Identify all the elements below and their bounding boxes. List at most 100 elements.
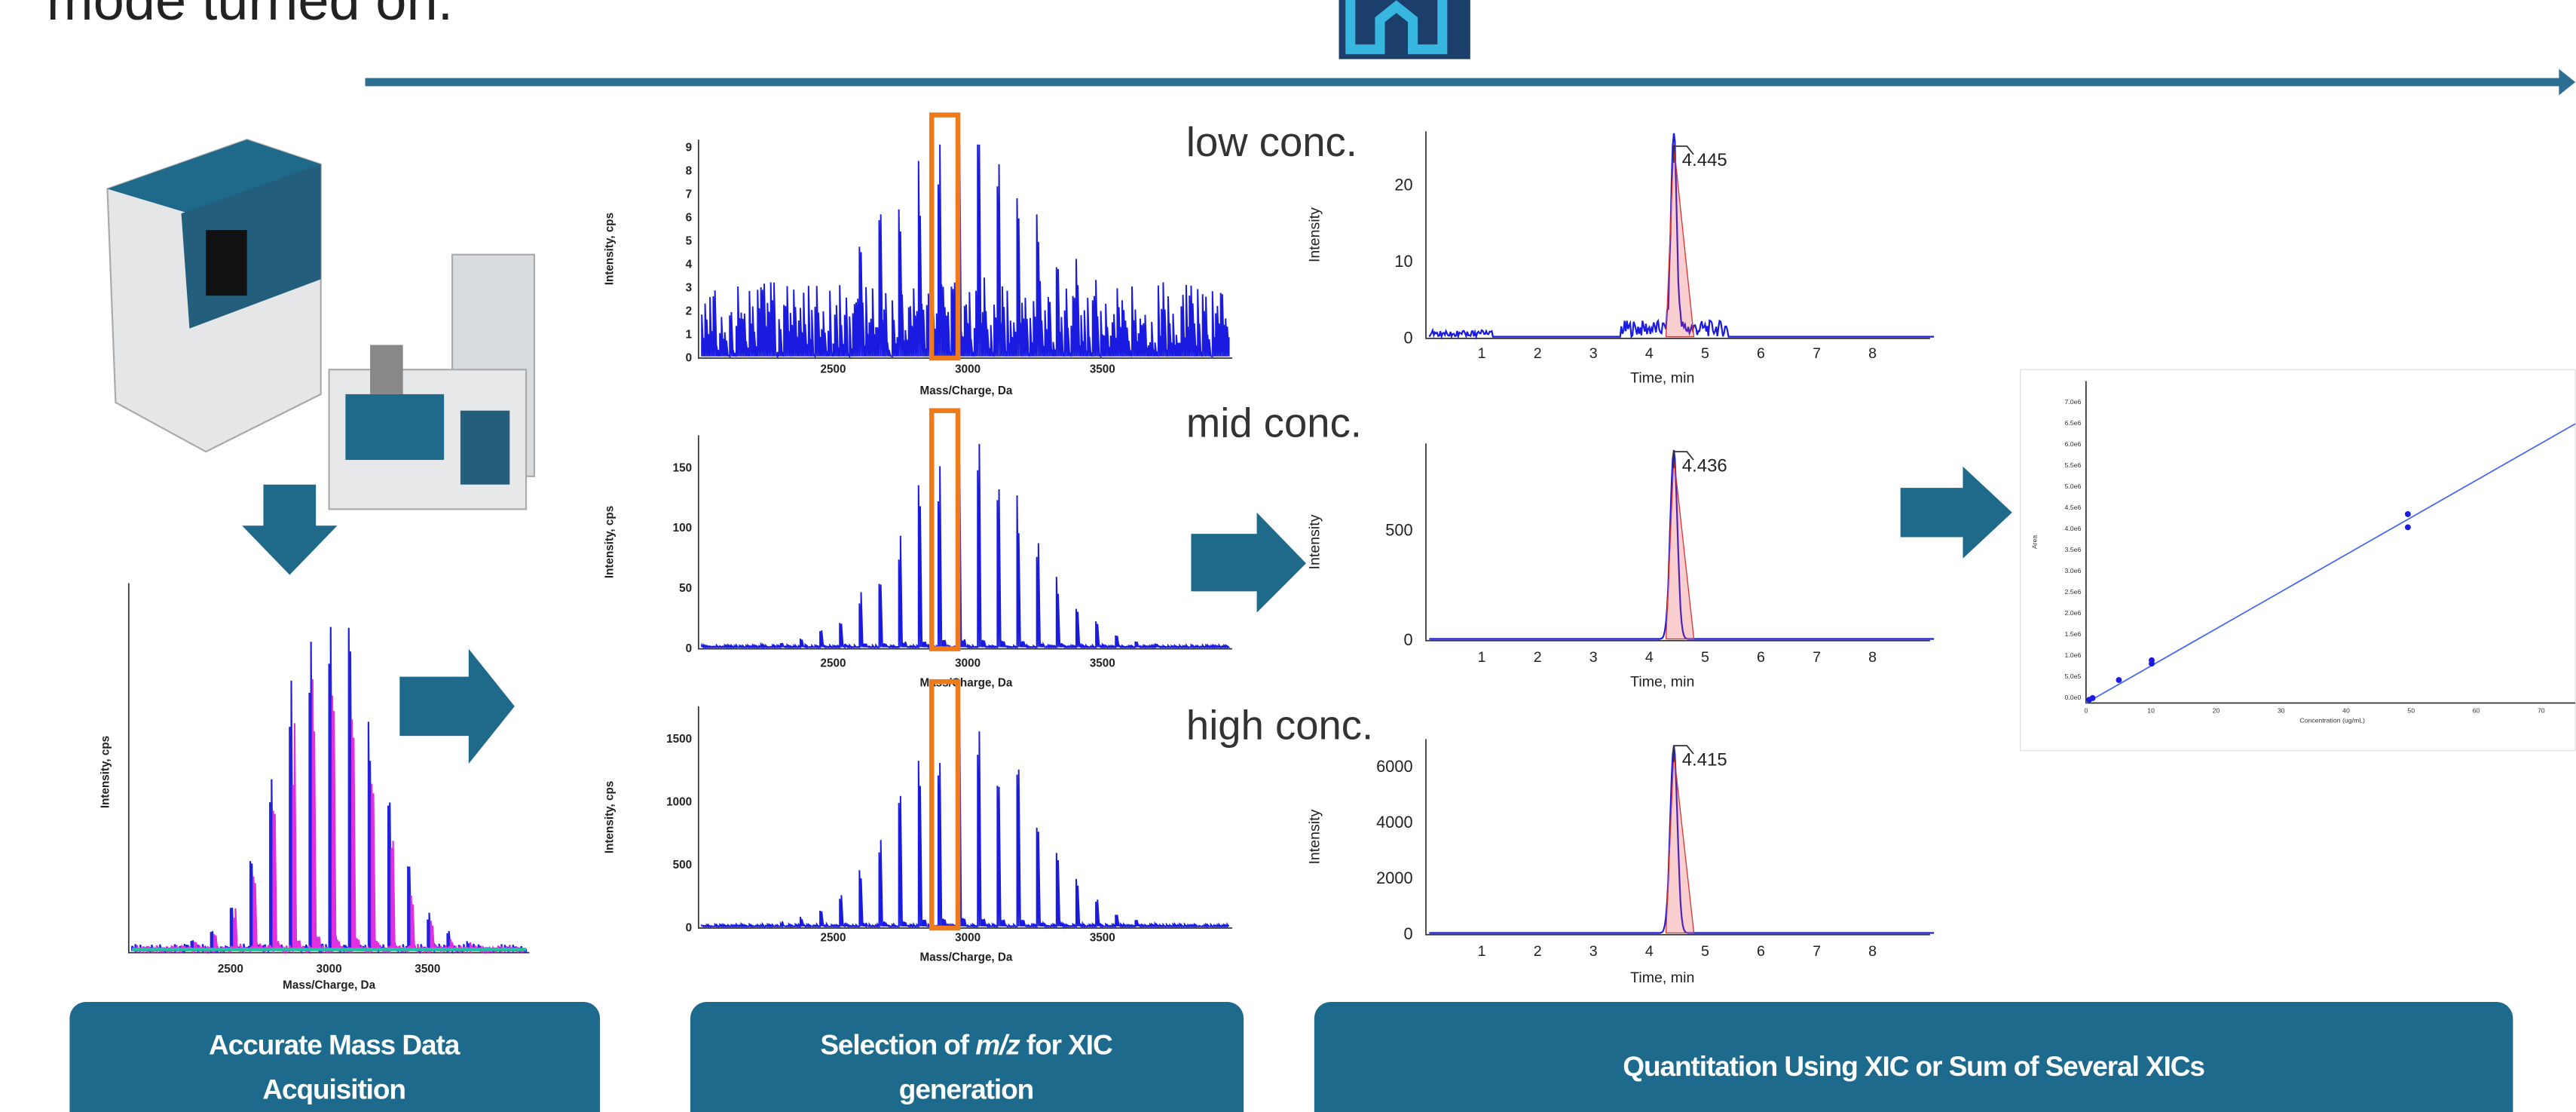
y-axis-label: Intensity bbox=[1306, 809, 1323, 864]
spectrum-trace bbox=[701, 711, 1230, 930]
y-tick-label: 0 bbox=[1403, 630, 1412, 649]
x-axis-label: Time, min bbox=[1630, 674, 1694, 691]
concentration-label: low conc. bbox=[1186, 119, 1357, 165]
y-tick-label: 5.0e5 bbox=[2065, 672, 2082, 680]
logo bbox=[1338, 0, 1470, 60]
x-axis-label: Time, min bbox=[1630, 970, 1694, 986]
x-tick-label: 4 bbox=[1645, 943, 1654, 960]
x-tick-label: 4 bbox=[1645, 649, 1654, 666]
y-tick-label: 50 bbox=[679, 582, 692, 595]
y-tick-label: 2.5e6 bbox=[2065, 588, 2082, 596]
y-axis-label: Intensity, cps bbox=[604, 213, 616, 285]
axis bbox=[697, 435, 1232, 650]
y-tick-label: 3.5e6 bbox=[2065, 546, 2082, 553]
x-tick-label: 8 bbox=[1868, 649, 1877, 666]
y-tick-label: 6000 bbox=[1376, 757, 1412, 776]
y-tick-label: 2000 bbox=[1376, 868, 1412, 887]
step-box bbox=[690, 1002, 1244, 1112]
x-tick-label: 40 bbox=[2342, 707, 2350, 715]
y-axis-label: Intensity bbox=[1306, 207, 1323, 262]
x-tick-label: 1 bbox=[1478, 345, 1486, 362]
y-tick-label: 4000 bbox=[1376, 813, 1412, 832]
spectrum-trace bbox=[701, 144, 1230, 360]
x-tick-label: 60 bbox=[2473, 707, 2480, 715]
y-tick-label: 1 bbox=[686, 328, 693, 341]
calibration-point bbox=[2149, 660, 2155, 667]
y-tick-label: 1000 bbox=[666, 795, 692, 808]
peak-label: 4.445 bbox=[1682, 150, 1727, 170]
selection-highlight bbox=[929, 679, 961, 931]
y-tick-label: 4.0e6 bbox=[2065, 525, 2082, 532]
spectrum-trace bbox=[131, 626, 528, 954]
y-tick-label: 0 bbox=[686, 921, 692, 934]
fit-line bbox=[2085, 423, 2576, 704]
y-tick-label: 5 bbox=[686, 234, 693, 247]
axis bbox=[1425, 739, 1930, 936]
step-box bbox=[69, 1002, 601, 1112]
x-axis-label: Mass/Charge, Da bbox=[920, 951, 1013, 964]
x-tick-label: 2500 bbox=[218, 963, 243, 976]
x-tick-label: 70 bbox=[2538, 707, 2545, 715]
x-tick-label: 2 bbox=[1534, 649, 1542, 666]
x-tick-label: 20 bbox=[2213, 707, 2220, 715]
x-tick-label: 3500 bbox=[1090, 363, 1115, 376]
x-tick-label: 10 bbox=[2147, 707, 2155, 715]
y-tick-label: 150 bbox=[673, 461, 692, 474]
x-tick-label: 3 bbox=[1589, 943, 1598, 960]
y-tick-label: 0 bbox=[686, 351, 692, 364]
arrow-right bbox=[1900, 466, 2012, 559]
axis bbox=[1425, 443, 1930, 642]
xic-trace bbox=[1429, 449, 1935, 640]
arrow-down bbox=[242, 484, 338, 575]
y-tick-label: 5.0e6 bbox=[2065, 482, 2082, 490]
y-tick-label: 1.5e6 bbox=[2065, 630, 2082, 638]
step-label: Accurate Mass Data bbox=[209, 1029, 460, 1061]
axis bbox=[127, 583, 530, 954]
y-tick-label: 0 bbox=[686, 642, 692, 655]
y-tick-label: 1.0e6 bbox=[2065, 651, 2082, 659]
calibration-point bbox=[2404, 511, 2411, 517]
integration-area bbox=[1665, 144, 1695, 338]
x-tick-label: 7 bbox=[1813, 943, 1821, 960]
y-tick-label: 0 bbox=[1403, 924, 1412, 943]
step-box bbox=[1314, 1002, 2513, 1112]
y-tick-label: 100 bbox=[673, 522, 692, 535]
x-tick-label: 6 bbox=[1757, 345, 1765, 362]
y-axis-label: Intensity, cps bbox=[99, 736, 112, 808]
selection-highlight bbox=[929, 112, 961, 361]
x-tick-label: 6 bbox=[1757, 943, 1765, 960]
x-tick-label: 5 bbox=[1701, 345, 1709, 362]
y-tick-label: 0 bbox=[1403, 328, 1412, 347]
concentration-label: high conc. bbox=[1186, 702, 1373, 748]
y-tick-label: 10 bbox=[1394, 252, 1412, 271]
y-tick-label: 7 bbox=[686, 188, 692, 201]
axis bbox=[1425, 131, 1930, 339]
x-tick-label: 2500 bbox=[821, 363, 846, 376]
y-axis-label: Intensity, cps bbox=[604, 781, 616, 853]
step-label-part: Selection of bbox=[820, 1029, 975, 1061]
x-tick-label: 3 bbox=[1589, 649, 1598, 666]
x-tick-label: 1 bbox=[1478, 943, 1486, 960]
peak-label: 4.415 bbox=[1682, 749, 1727, 770]
x-tick-label: 1 bbox=[1478, 649, 1486, 666]
x-tick-label: 5 bbox=[1701, 943, 1709, 960]
y-tick-label: 8 bbox=[686, 164, 693, 177]
y-tick-label: 2 bbox=[686, 305, 692, 317]
x-tick-label: 3500 bbox=[415, 963, 440, 976]
x-tick-label: 3000 bbox=[955, 931, 981, 944]
x-tick-label: 8 bbox=[1868, 943, 1877, 960]
peak-marker bbox=[1673, 146, 1694, 163]
peak-marker bbox=[1673, 451, 1694, 468]
timeline-arrowhead bbox=[2559, 69, 2576, 96]
step-label: Selection of m/z for XIC bbox=[820, 1029, 1112, 1061]
xic-trace bbox=[1429, 746, 1935, 934]
x-tick-label: 6 bbox=[1757, 649, 1765, 666]
x-tick-label: 3500 bbox=[1090, 931, 1115, 944]
y-tick-label: 20 bbox=[1394, 176, 1412, 195]
x-axis-label: Mass/Charge, Da bbox=[920, 384, 1013, 397]
x-tick-label: 2500 bbox=[821, 657, 846, 670]
y-tick-label: 500 bbox=[1385, 520, 1412, 539]
xic-trace bbox=[1428, 133, 1935, 340]
calibration-point bbox=[2404, 524, 2411, 531]
x-axis-label: Mass/Charge, Da bbox=[283, 979, 375, 992]
